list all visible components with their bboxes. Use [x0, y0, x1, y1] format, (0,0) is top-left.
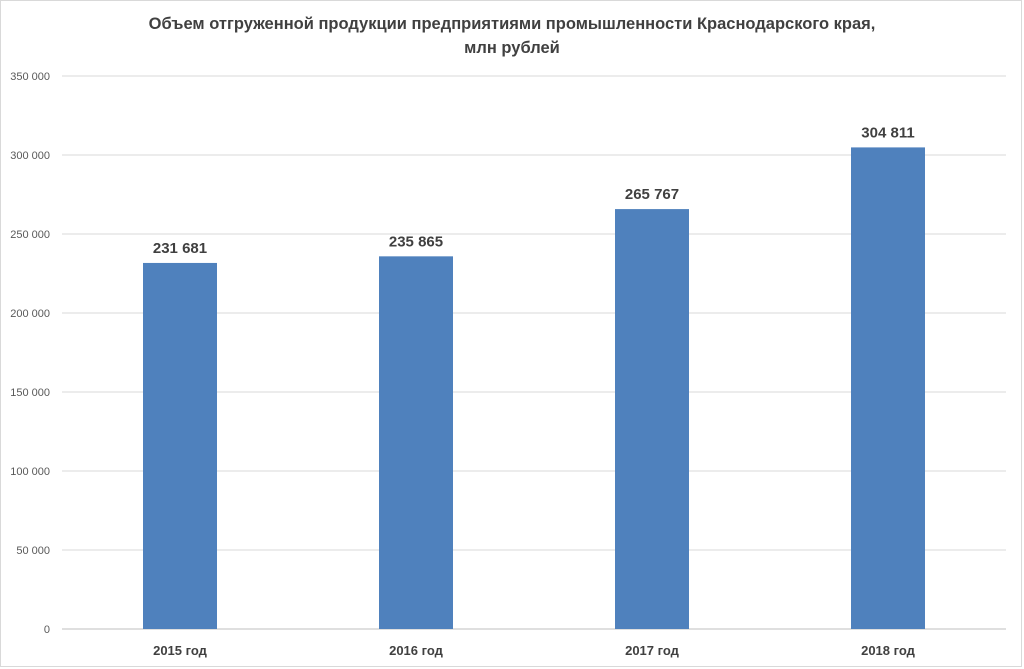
y-tick-label: 300 000	[10, 150, 50, 162]
bar	[143, 262, 217, 629]
y-tick-label: 250 000	[10, 229, 50, 241]
category-label: 2016 год	[389, 643, 444, 658]
y-tick-label: 100 000	[10, 466, 50, 478]
bar	[851, 147, 925, 629]
bar	[615, 209, 689, 629]
chart-subtitle: млн рублей	[464, 39, 560, 57]
data-labels: 231 681 235 865 265 767 304 811	[153, 124, 915, 257]
data-label: 235 865	[389, 233, 443, 250]
y-tick-label: 200 000	[10, 308, 50, 320]
category-label: 2017 год	[625, 643, 680, 658]
data-label: 265 767	[625, 186, 679, 203]
category-label: 2018 год	[861, 643, 916, 658]
chart-title: Объем отгруженной продукции предприятиям…	[0, 12, 1024, 60]
data-label: 304 811	[861, 124, 914, 141]
category-label: 2015 год	[153, 643, 208, 658]
bars	[143, 147, 925, 629]
y-tick-label: 350 000	[10, 71, 50, 83]
data-label: 231 681	[153, 240, 207, 257]
y-tick-label: 0	[44, 624, 50, 636]
x-axis-categories: 2015 год 2016 год 2017 год 2018 год	[153, 643, 916, 658]
bar	[379, 256, 453, 629]
gridlines	[62, 75, 1006, 630]
y-tick-label: 150 000	[10, 387, 50, 399]
chart-title-line1: Объем отгруженной продукции предприятиям…	[148, 15, 876, 33]
y-tick-label: 50 000	[16, 545, 50, 557]
y-axis-ticks: 0 50 000 100 000 150 000 200 000 250 000 300 0…	[10, 71, 50, 636]
